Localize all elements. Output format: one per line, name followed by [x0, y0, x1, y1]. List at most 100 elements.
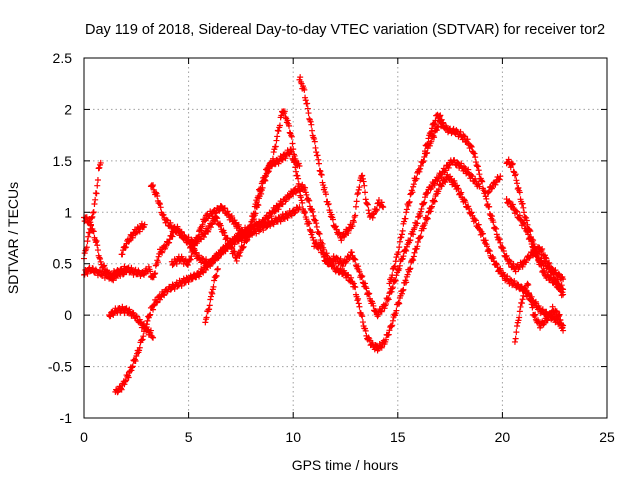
data-point [154, 259, 161, 266]
data-point [405, 202, 412, 209]
series-sat-15 [503, 196, 567, 283]
data-point [557, 317, 564, 324]
data-point [462, 165, 469, 172]
data-point [455, 186, 462, 193]
data-point [421, 220, 428, 227]
data-point [531, 245, 538, 252]
data-point [84, 270, 91, 277]
data-point [195, 233, 202, 240]
data-point [208, 260, 215, 267]
data-point [221, 205, 228, 212]
data-point [488, 184, 495, 191]
data-point [493, 225, 500, 232]
data-point [117, 385, 124, 392]
data-point [348, 274, 355, 281]
data-point [153, 298, 160, 305]
data-point [92, 196, 99, 203]
data-point [90, 228, 97, 235]
data-point [122, 268, 129, 275]
x-tick-label: 10 [285, 429, 301, 445]
data-point [393, 254, 400, 261]
plot-area [81, 74, 567, 396]
y-tick-label: 0 [64, 307, 72, 323]
data-point [169, 262, 176, 269]
data-point [474, 163, 481, 170]
data-point [292, 168, 299, 175]
data-point [359, 313, 366, 320]
data-point [417, 208, 424, 215]
data-point [521, 209, 528, 216]
data-point [359, 172, 366, 179]
data-point [315, 156, 322, 163]
data-point [149, 183, 156, 190]
series-sat-11 [386, 117, 567, 299]
data-point [231, 248, 238, 255]
data-point [294, 172, 301, 179]
data-point [203, 266, 210, 273]
data-point [306, 220, 313, 227]
data-point [475, 180, 482, 187]
data-point [306, 197, 313, 204]
data-point [366, 290, 373, 297]
data-point [308, 121, 315, 128]
data-point [212, 256, 219, 263]
data-point [491, 224, 498, 231]
data-point [170, 224, 177, 231]
data-point [327, 258, 334, 265]
data-point [527, 296, 534, 303]
data-point [464, 136, 471, 143]
data-point [362, 280, 369, 287]
data-point [245, 230, 252, 237]
data-point [262, 177, 269, 184]
data-point [472, 159, 479, 166]
data-point [309, 208, 316, 215]
data-point [288, 211, 295, 218]
data-point [499, 244, 506, 251]
data-point [281, 216, 288, 223]
data-point [91, 200, 98, 207]
data-point [547, 313, 554, 320]
data-point [403, 209, 410, 216]
data-point [152, 189, 159, 196]
data-point [211, 277, 218, 284]
data-point [305, 110, 312, 117]
data-point [319, 240, 326, 247]
data-point [462, 199, 469, 206]
data-point [345, 272, 352, 279]
data-point [527, 295, 534, 302]
data-point [167, 219, 174, 226]
data-point [387, 278, 394, 285]
data-point [345, 230, 352, 237]
data-point [228, 213, 235, 220]
data-point [497, 265, 504, 272]
data-point [370, 302, 377, 309]
data-point [427, 208, 434, 215]
data-point [100, 263, 107, 270]
data-point [194, 234, 201, 241]
data-point [469, 173, 476, 180]
data-point [86, 215, 93, 222]
data-point [520, 292, 527, 299]
data-point [97, 255, 104, 262]
data-point [486, 188, 493, 195]
data-point [291, 152, 298, 159]
data-point [513, 177, 520, 184]
data-point [85, 233, 92, 240]
data-point [480, 187, 487, 194]
data-point [273, 137, 280, 144]
data-point [312, 144, 319, 151]
data-point [559, 324, 566, 331]
data-point [531, 312, 538, 319]
data-point [156, 200, 163, 207]
data-point [532, 311, 539, 318]
data-point [198, 227, 205, 234]
data-point [202, 319, 209, 326]
data-point [178, 253, 185, 260]
plot-frame [83, 57, 608, 419]
data-point [403, 247, 410, 254]
data-point [311, 138, 318, 145]
data-point [369, 214, 376, 221]
data-point [235, 221, 242, 228]
data-point [417, 165, 424, 172]
